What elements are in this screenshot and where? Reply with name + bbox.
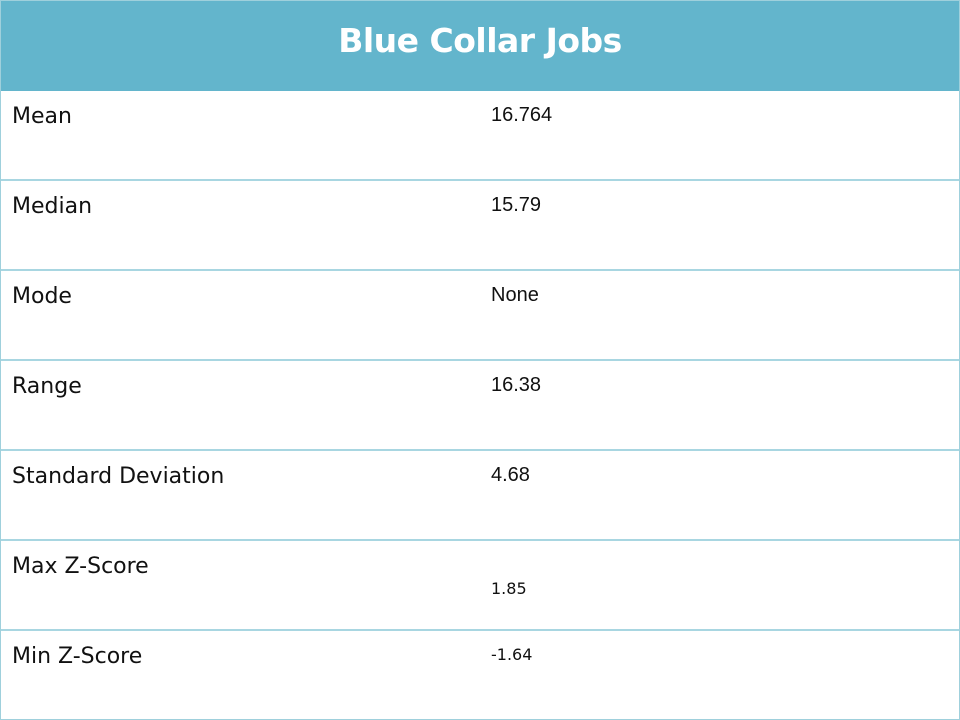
row-label: Max Z-Score xyxy=(12,554,149,579)
row-label: Mean xyxy=(12,104,72,129)
row-value: 4.68 xyxy=(491,464,530,486)
row-value: 15.79 xyxy=(491,194,542,216)
row-label: Min Z-Score xyxy=(12,644,143,669)
table-row: Median 15.79 xyxy=(1,181,959,271)
row-label: Standard Deviation xyxy=(12,464,225,489)
row-label: Mode xyxy=(12,284,72,309)
title-banner: Blue Collar Jobs xyxy=(1,1,959,91)
table-row: Mode None xyxy=(1,271,959,361)
row-value: 1.85 xyxy=(491,579,527,598)
row-label: Median xyxy=(12,194,93,219)
row-value: None xyxy=(491,284,539,306)
row-label: Range xyxy=(12,374,82,399)
row-value: 16.38 xyxy=(491,374,542,396)
table-row: Mean 16.764 xyxy=(1,91,959,181)
page-title: Blue Collar Jobs xyxy=(338,20,622,60)
row-value: -1.64 xyxy=(491,645,533,664)
stats-table: Mean 16.764 Median 15.79 Mode None Range… xyxy=(1,91,959,720)
row-value: 16.764 xyxy=(491,104,553,126)
table-row: Min Z-Score -1.64 xyxy=(1,631,959,720)
table-row: Standard Deviation 4.68 xyxy=(1,451,959,541)
table-row: Range 16.38 xyxy=(1,361,959,451)
table-row: Max Z-Score 1.85 xyxy=(1,541,959,631)
